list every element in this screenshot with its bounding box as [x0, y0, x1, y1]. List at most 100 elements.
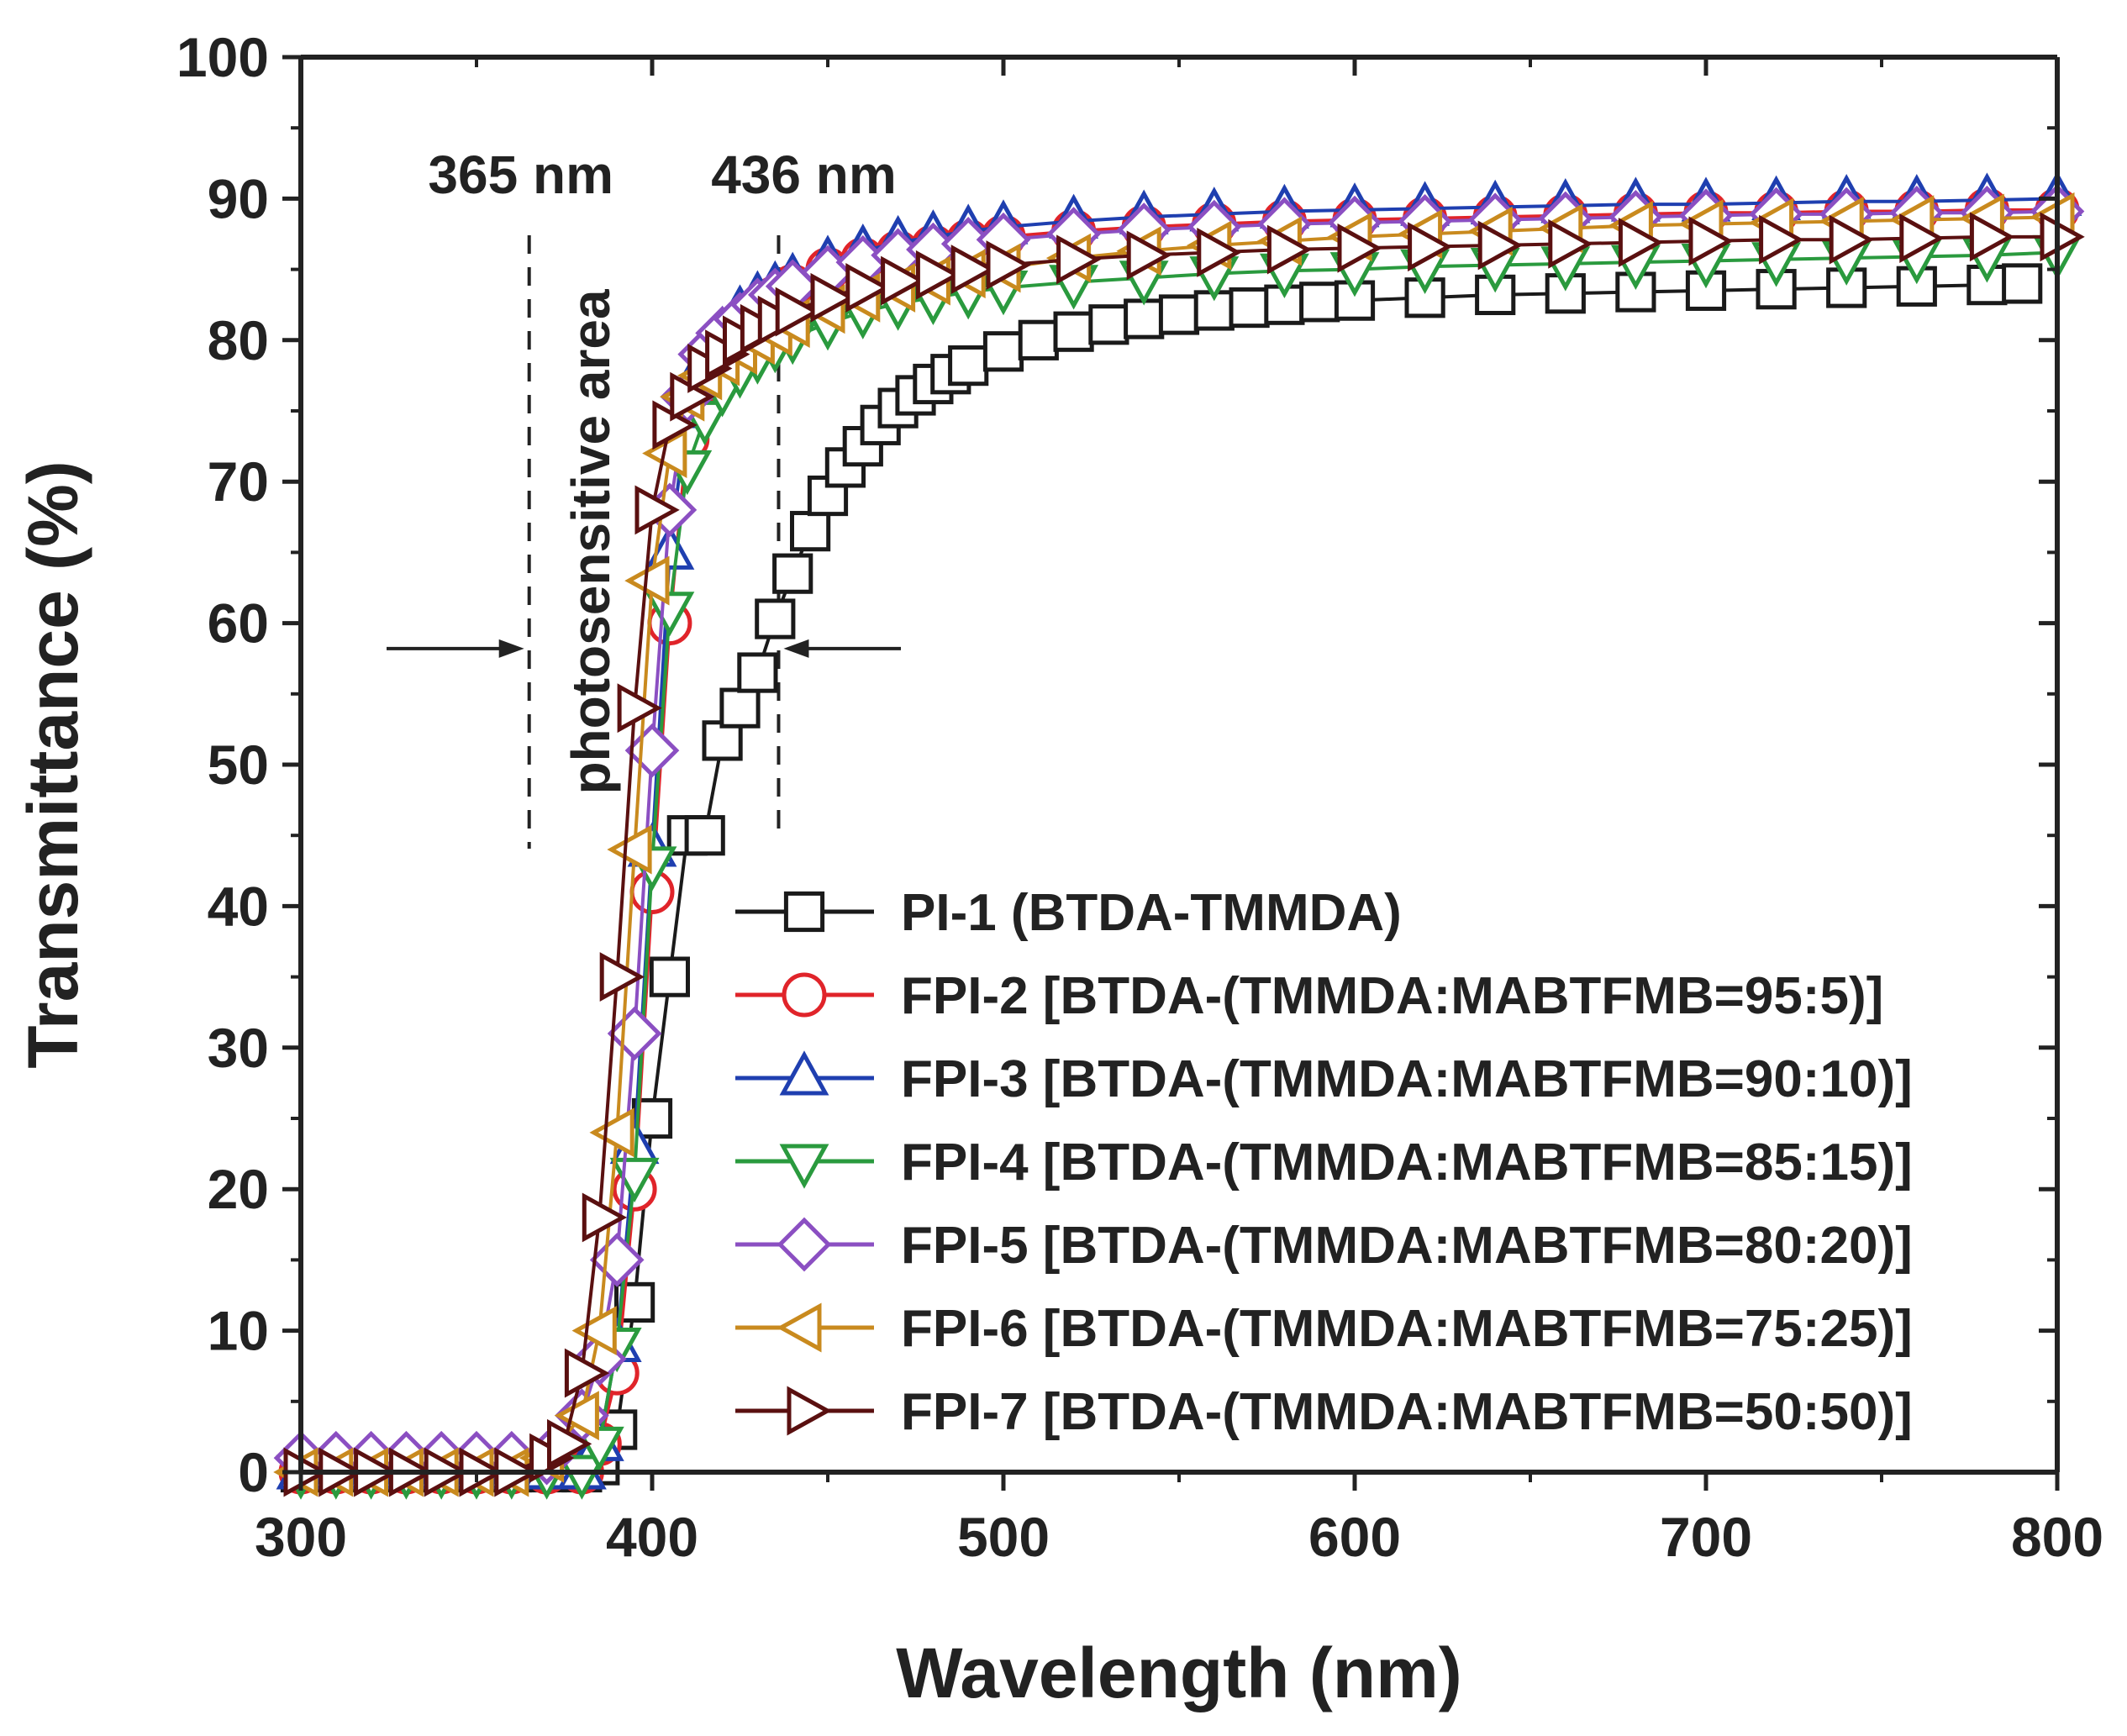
data-point	[624, 723, 680, 778]
legend-label: FPI-4 [BTDA-(TMMDA:MABTFMB=85:15)]	[901, 1134, 1913, 1192]
data-point	[775, 287, 820, 337]
data-point	[1053, 311, 1094, 352]
data-point	[547, 1418, 592, 1469]
series-5	[273, 184, 2085, 1486]
data-point	[684, 815, 725, 856]
data-point	[845, 263, 891, 313]
legend-item: FPI-2 [BTDA-(TMMDA:MABTFMB=95:5)]	[735, 967, 1883, 1025]
y-tick-label: 50	[208, 734, 269, 796]
y-tick-label: 40	[208, 875, 269, 937]
y-tick-label: 70	[208, 450, 269, 513]
data-point	[1088, 304, 1129, 345]
data-point	[649, 956, 690, 997]
data-point	[1548, 218, 1593, 269]
data-point	[554, 1391, 599, 1441]
y-tick-label: 90	[208, 167, 269, 229]
annotations-layer: 365 nm 436 nm photosensitive area	[387, 145, 901, 849]
data-point	[1126, 230, 1171, 281]
data-point	[1193, 290, 1235, 331]
y-tick-label: 100	[176, 26, 269, 88]
y-tick-label: 0	[238, 1441, 269, 1503]
data-point	[589, 1107, 634, 1158]
legend-item: PI-1 (BTDA-TMMDA)	[735, 884, 1402, 942]
data-point	[950, 245, 996, 295]
data-point	[607, 1006, 662, 1061]
data-point	[607, 824, 652, 875]
data-point	[1229, 287, 1270, 329]
data-point	[1688, 216, 1734, 266]
data-point	[599, 952, 645, 1002]
legend-marker	[782, 972, 827, 1018]
data-point	[574, 1426, 624, 1472]
legend-marker	[779, 1050, 829, 1096]
x-axis-title: Wavelength (nm)	[896, 1633, 1462, 1712]
label-365nm: 365 nm	[428, 145, 613, 205]
legend-marker	[777, 1217, 832, 1272]
series-3	[276, 171, 2082, 1490]
data-point	[1197, 227, 1242, 277]
data-point	[645, 524, 695, 570]
legend-marker	[783, 891, 825, 933]
legend-marker	[787, 1386, 832, 1436]
data-point	[1056, 234, 1102, 285]
arrow-left-pointing-icon	[783, 639, 809, 658]
legend-marker	[777, 1302, 822, 1353]
legend-item: FPI-5 [BTDA-(TMMDA:MABTFMB=80:20)]	[735, 1217, 1913, 1275]
y-tick-label: 60	[208, 592, 269, 655]
y-tick-label: 80	[208, 309, 269, 371]
legend-label: FPI-3 [BTDA-(TMMDA:MABTFMB=90:10)]	[901, 1050, 1913, 1108]
data-point	[634, 485, 680, 535]
data-point	[948, 345, 989, 387]
y-tick-label: 30	[208, 1017, 269, 1079]
legend-label: FPI-5 [BTDA-(TMMDA:MABTFMB=80:20)]	[901, 1217, 1913, 1275]
series-2	[278, 187, 2080, 1495]
series-7	[283, 212, 2085, 1497]
data-point	[1759, 214, 1804, 265]
data-point	[737, 652, 778, 693]
data-point	[1899, 213, 1945, 263]
legend-label: FPI-7 [BTDA-(TMMDA:MABTFMB=50:50)]	[901, 1383, 1913, 1441]
x-tick-label: 400	[606, 1506, 698, 1568]
data-point	[1969, 212, 2015, 262]
series-6	[273, 192, 2075, 1497]
legend-marker	[779, 1144, 829, 1189]
data-point	[556, 1455, 607, 1500]
x-tick-label: 500	[957, 1506, 1050, 1568]
x-tick-label: 800	[2011, 1506, 2103, 1568]
legend-label: FPI-2 [BTDA-(TMMDA:MABTFMB=95:5)]	[901, 967, 1883, 1025]
legend-label: FPI-6 [BTDA-(TMMDA:MABTFMB=75:25)]	[901, 1300, 1913, 1358]
data-point	[881, 255, 926, 306]
y-tick-label: 20	[208, 1158, 269, 1220]
data-point	[1018, 319, 1059, 360]
x-tick-label: 300	[255, 1506, 347, 1568]
data-point	[772, 553, 813, 594]
data-point	[1829, 214, 1874, 265]
data-point	[719, 687, 761, 729]
data-point	[755, 598, 796, 639]
legend-item: FPI-6 [BTDA-(TMMDA:MABTFMB=75:25)]	[735, 1300, 1913, 1358]
legend-item: FPI-4 [BTDA-(TMMDA:MABTFMB=85:15)]	[735, 1134, 1913, 1192]
data-point	[645, 592, 695, 637]
arrow-right-pointing-icon	[498, 639, 524, 658]
y-axis-title: Transmittance (%)	[13, 460, 92, 1069]
data-point	[1477, 220, 1523, 271]
data-point	[982, 331, 1024, 372]
data-point	[589, 1233, 645, 1287]
data-point	[915, 250, 961, 300]
data-point	[1299, 281, 1340, 323]
axes-layer: 300 400 500 600 700 800 0 10 20 30 40 50 60 70 80 90 100	[176, 26, 2103, 1568]
x-tick-label: 700	[1660, 1506, 1752, 1568]
series-layer	[273, 171, 2085, 1500]
data-point	[571, 1306, 617, 1356]
y-tick-label: 10	[208, 1300, 269, 1362]
data-point	[2002, 263, 2043, 304]
data-point	[582, 1192, 628, 1243]
data-point	[1408, 222, 1453, 272]
data-point	[1618, 218, 1664, 268]
data-point	[617, 683, 662, 734]
legend-label: PI-1 (BTDA-TMMDA)	[901, 884, 1402, 942]
legend-item: FPI-7 [BTDA-(TMMDA:MABTFMB=50:50)]	[735, 1383, 1913, 1441]
data-point	[564, 1348, 610, 1398]
data-point	[1158, 294, 1200, 335]
